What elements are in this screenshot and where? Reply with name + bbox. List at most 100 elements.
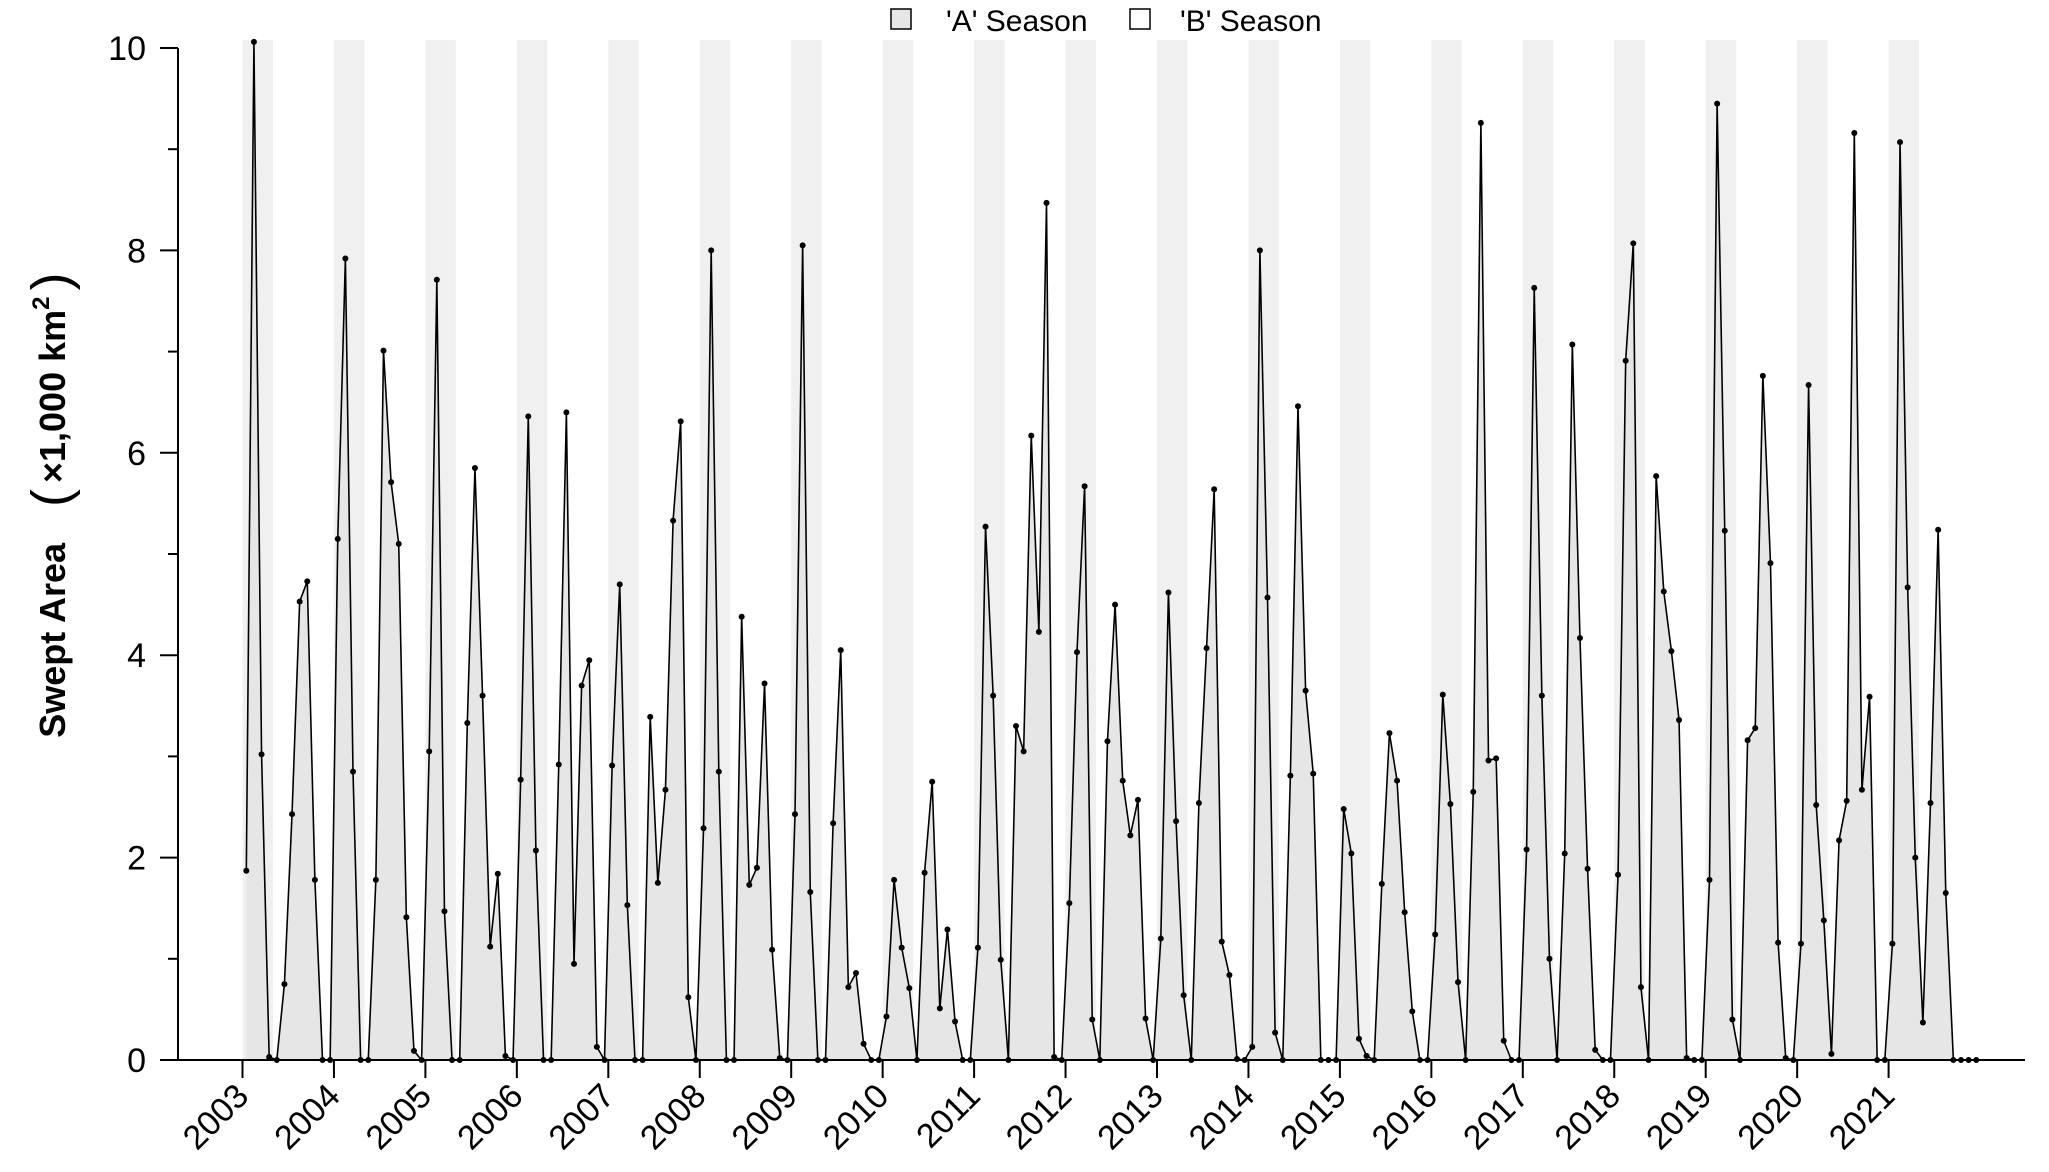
data-point [814, 1057, 821, 1063]
data-point [342, 255, 349, 262]
data-point [1409, 1008, 1416, 1015]
data-point [1508, 1057, 1515, 1063]
data-point [944, 926, 951, 933]
data-point [1721, 527, 1728, 534]
y-axis-unit: (×1,000 km2) [21, 273, 81, 507]
data-point [258, 751, 265, 758]
data-point [1538, 692, 1545, 699]
data-point [1691, 1057, 1698, 1063]
data-point [1973, 1057, 1980, 1063]
points-layer [243, 38, 1980, 1063]
data-point [281, 981, 288, 988]
data-point [494, 870, 501, 877]
data-point [1287, 772, 1294, 779]
data-point [1790, 1057, 1797, 1063]
data-point [1485, 757, 1492, 764]
data-point [1912, 854, 1919, 861]
data-point [1904, 584, 1911, 591]
y-axis-unit-close-paren: ) [21, 273, 81, 291]
data-point [837, 647, 844, 654]
data-point [1668, 648, 1675, 655]
data-point [532, 847, 539, 854]
data-point [1935, 526, 1942, 533]
legend-swatch-a-season [890, 8, 912, 30]
data-point [1843, 797, 1850, 804]
x-tick-label: 2020 [1730, 1077, 1810, 1157]
data-point [1226, 971, 1233, 978]
x-tick-label: 2004 [267, 1077, 347, 1157]
area-layer [245, 41, 1977, 1063]
y-tick-label: 10 [108, 30, 146, 68]
data-point [1759, 372, 1766, 379]
data-point [1683, 1054, 1690, 1061]
data-point [929, 778, 936, 785]
data-point [685, 994, 692, 1001]
x-tick-label: 2011 [909, 1077, 988, 1156]
data-point [1317, 1057, 1324, 1063]
data-point [1035, 628, 1042, 635]
data-point [1241, 1057, 1248, 1063]
data-point [1546, 955, 1553, 962]
data-point [1828, 1050, 1835, 1057]
data-point [708, 247, 715, 254]
data-point [487, 943, 494, 950]
data-point [1729, 1016, 1736, 1023]
data-point [289, 811, 296, 818]
data-point [952, 1018, 959, 1025]
data-point [1096, 1057, 1103, 1063]
data-point [1401, 909, 1408, 916]
data-point [1165, 589, 1172, 596]
data-point [852, 969, 859, 976]
data-point [1157, 935, 1164, 942]
data-point [1630, 240, 1637, 247]
data-point [769, 946, 776, 953]
data-point [799, 242, 806, 249]
data-point [266, 1053, 273, 1060]
x-tick-label: 2019 [1639, 1077, 1719, 1157]
y-tick-label: 0 [127, 1042, 146, 1080]
data-point [631, 1057, 638, 1063]
y-axis-title: Swept Area (×1,000 km2) [21, 273, 81, 738]
legend-label-a-season: 'A' Season [946, 5, 1088, 38]
data-point [700, 825, 707, 832]
data-point [1957, 1057, 1964, 1063]
data-point [1272, 1029, 1279, 1036]
data-point [1622, 357, 1629, 364]
data-point [1599, 1057, 1606, 1063]
x-tick-label: 2017 [1456, 1077, 1536, 1157]
data-point [1180, 992, 1187, 999]
x-tick-label: 2012 [999, 1077, 1079, 1157]
data-point [1333, 1057, 1340, 1063]
data-point [609, 762, 616, 769]
data-point [1836, 837, 1843, 844]
data-point [982, 523, 989, 530]
data-point [1919, 1019, 1926, 1026]
data-point [830, 820, 837, 827]
data-point [1477, 119, 1484, 126]
data-point [845, 984, 852, 991]
data-point [1531, 284, 1538, 291]
data-point [692, 1057, 699, 1063]
data-point [555, 761, 562, 768]
data-point [365, 1057, 372, 1063]
data-point [1104, 738, 1111, 745]
data-point [1089, 1016, 1096, 1023]
data-point [1889, 940, 1896, 947]
data-point [1058, 1057, 1065, 1063]
data-point [1256, 247, 1263, 254]
data-point [357, 1057, 364, 1063]
data-point [1211, 486, 1218, 493]
data-point [1561, 850, 1568, 857]
data-point [1706, 876, 1713, 883]
data-point [1371, 1057, 1378, 1063]
data-point [1470, 788, 1477, 795]
data-point [304, 578, 311, 585]
data-point [1340, 806, 1347, 813]
data-point [311, 876, 318, 883]
data-point [510, 1057, 517, 1063]
data-point [1348, 850, 1355, 857]
y-tick-label: 2 [127, 840, 146, 878]
data-point [1744, 737, 1751, 744]
data-point [1294, 403, 1301, 410]
data-point [1127, 832, 1134, 839]
